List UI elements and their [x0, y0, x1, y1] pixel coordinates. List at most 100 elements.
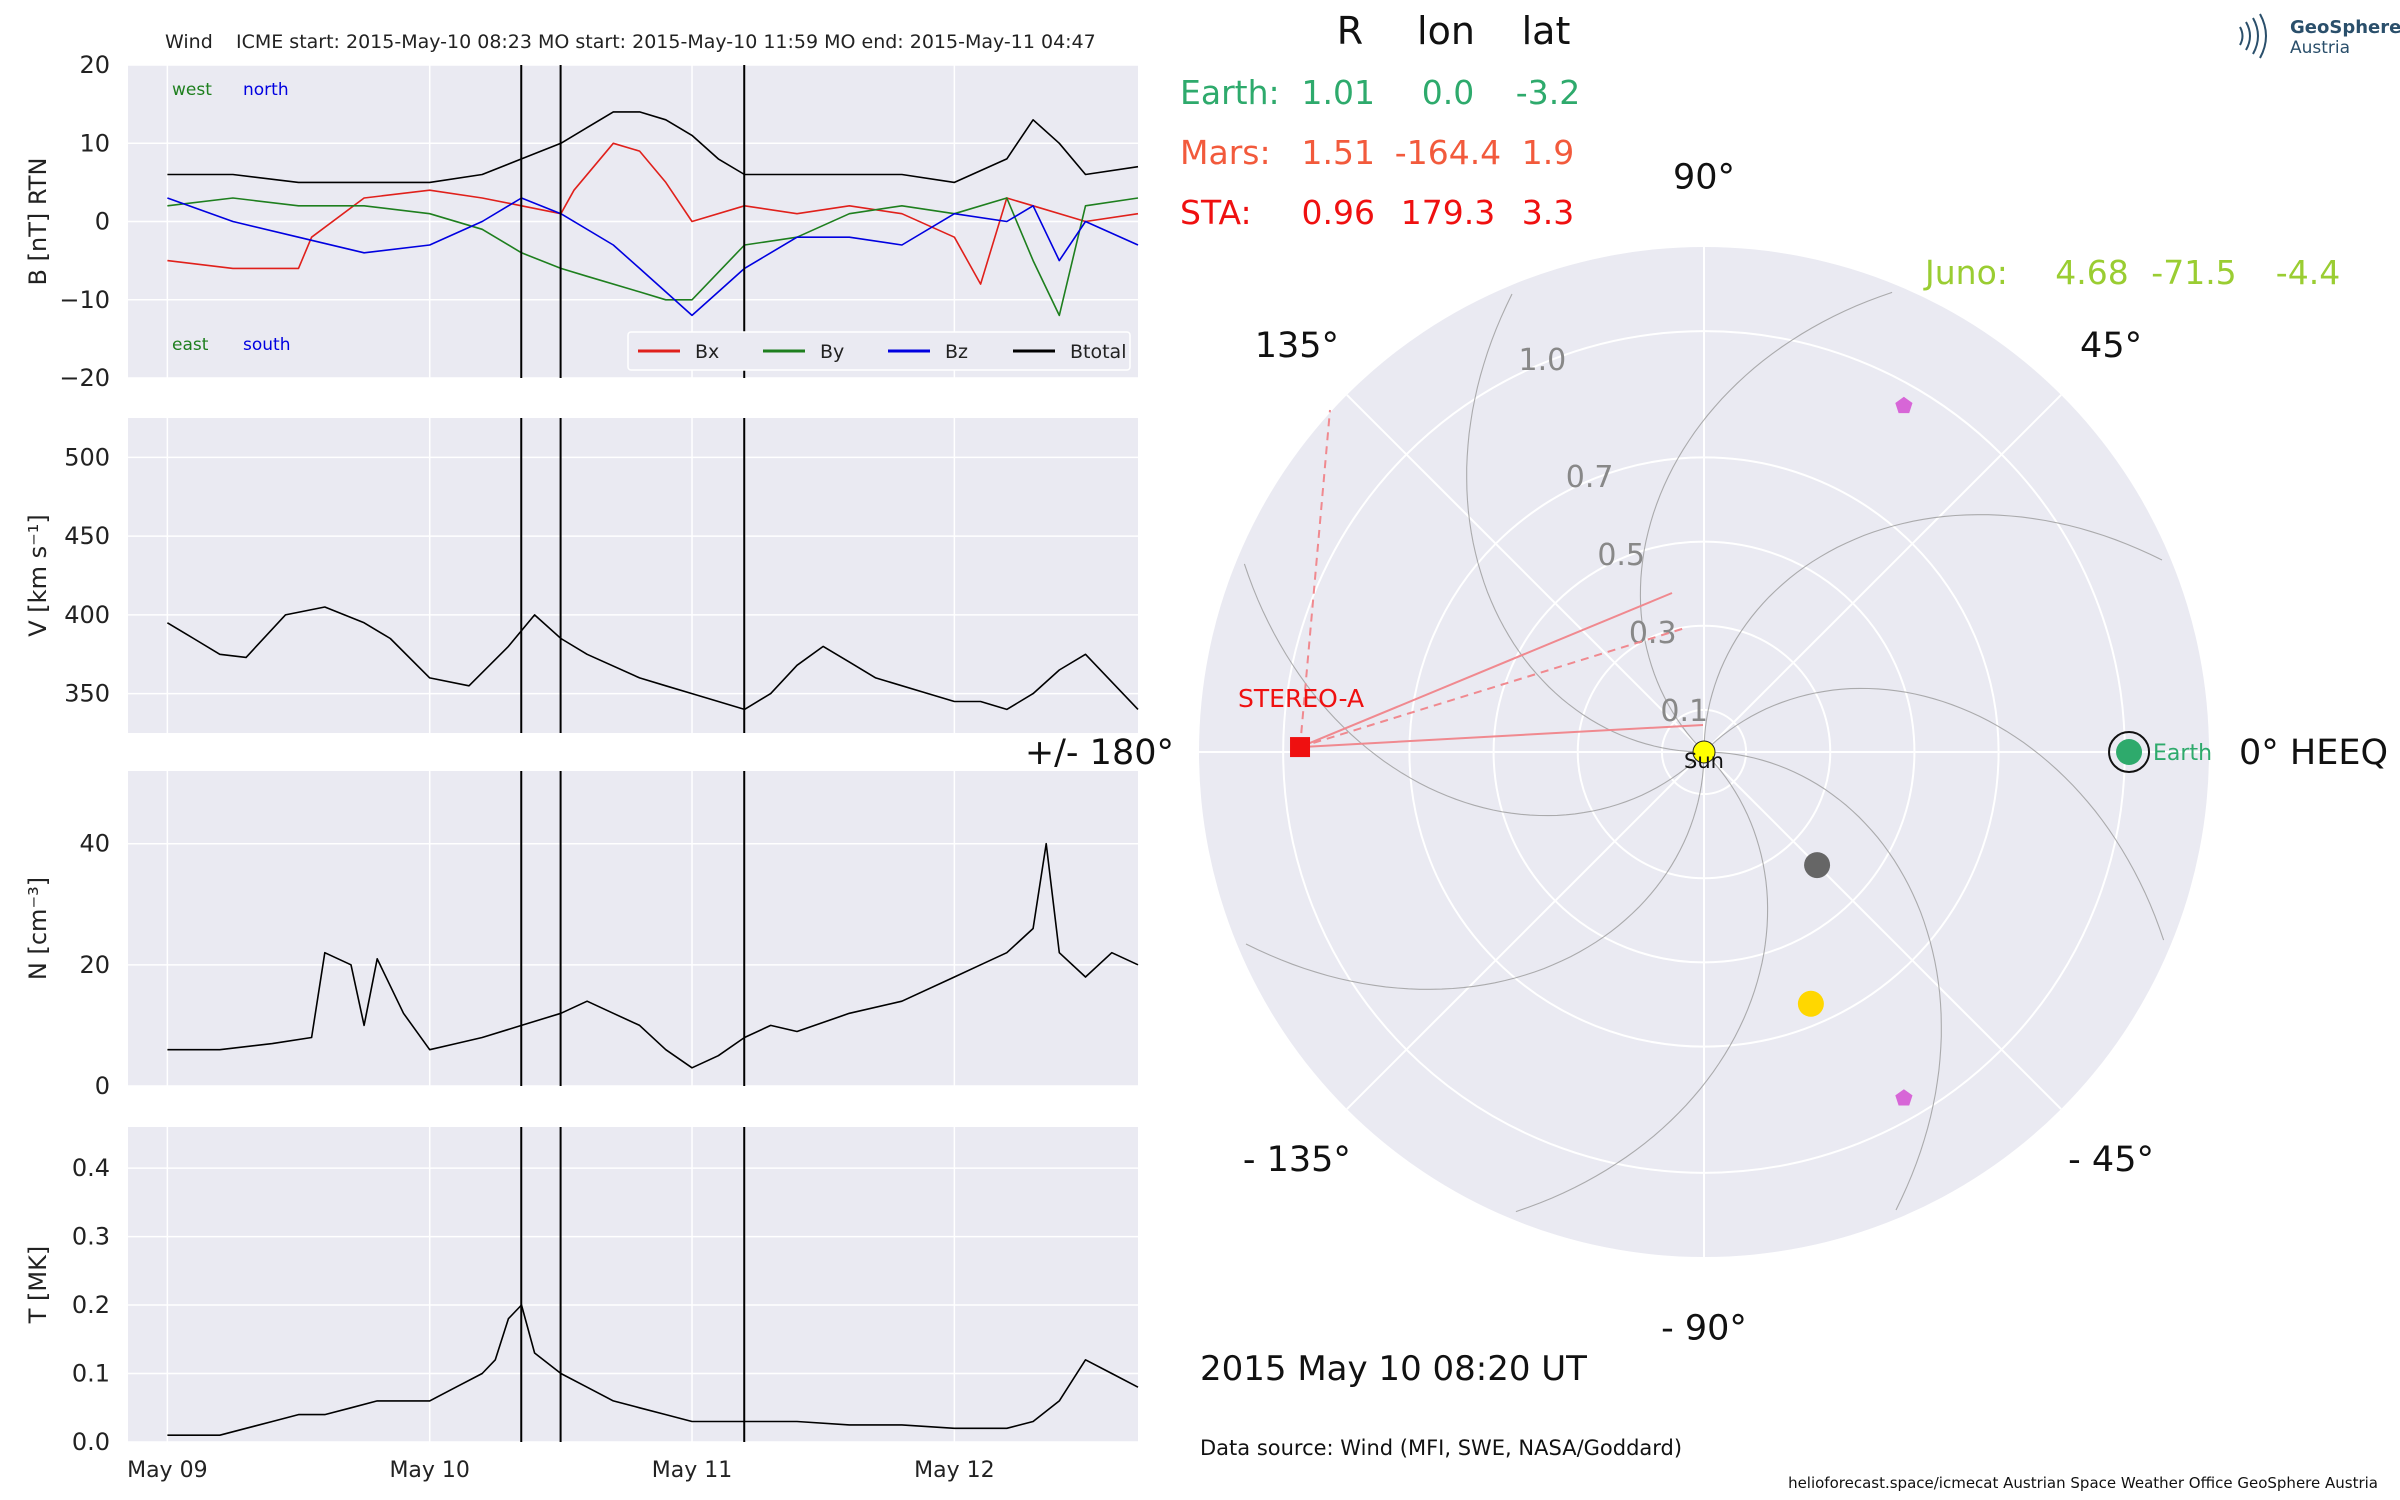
y-tick-label: 350 — [64, 680, 110, 708]
body-violet-lower — [1895, 1089, 1913, 1106]
body-yellow-spacecraft — [1797, 990, 1824, 1017]
spiral-line — [1703, 751, 1942, 1211]
table-header-r: R — [1337, 9, 1363, 53]
panel-magnetic-field: 20 10 0 −10 −20 B [nT] RTN west north east south B… — [24, 51, 1139, 392]
spiral-line — [1515, 751, 1769, 1213]
fov-line — [1299, 724, 1704, 749]
juno-r: 4.68 — [2055, 253, 2128, 292]
fov-line-dashed — [1299, 627, 1686, 749]
table-header-lon: lon — [1417, 9, 1475, 53]
juno-lat: -4.4 — [2276, 253, 2340, 292]
table-row-lat: 1.9 — [1522, 133, 1574, 172]
table-row-lon: 0.0 — [1422, 73, 1474, 112]
y-tick-label: 450 — [64, 522, 110, 550]
y-tick-label: 20 — [79, 951, 110, 979]
spiral-line — [1639, 291, 1893, 753]
angle-label: 135° — [1255, 326, 1339, 366]
table-row-lat: 3.3 — [1522, 193, 1574, 232]
angle-label: 45° — [2080, 326, 2142, 366]
panel-title-instrument: Wind — [165, 31, 213, 53]
legend-label-Bx: Bx — [695, 341, 719, 363]
y-tick-label: 0.4 — [72, 1154, 110, 1182]
series-line-By — [167, 197, 1139, 317]
angle-label: 90° — [1673, 157, 1735, 197]
panel-temperature: 0.4 0.3 0.2 0.1 0.0 T [MK] — [24, 1127, 1139, 1456]
y-tick-label: −20 — [59, 364, 110, 392]
juno-label: Juno: — [1923, 253, 2008, 292]
radial-tick-label: 1.0 — [1518, 343, 1566, 378]
table-row-label: STA: — [1180, 193, 1252, 232]
table-row-r: 1.01 — [1302, 73, 1375, 112]
spiral-line — [1703, 687, 2165, 941]
angle-label: - 90° — [1661, 1309, 1747, 1349]
y-tick-label: 40 — [79, 830, 110, 858]
x-tick-label: May 10 — [389, 1458, 469, 1483]
y-tick-label: 0.0 — [72, 1428, 110, 1456]
y-tick-label: 0.3 — [72, 1223, 110, 1251]
label-Earth: Earth — [2153, 741, 2212, 766]
date-label: 2015 May 10 08:20 UT — [1200, 1349, 1587, 1389]
angle-label: +/- 180° — [1025, 733, 1174, 773]
y-tick-label: 0.1 — [72, 1360, 110, 1388]
y-tick-label: 0.2 — [72, 1291, 110, 1319]
footer-credits: helioforecast.space/icmecat Austrian Spa… — [1788, 1474, 2378, 1492]
y-axis-label: B [nT] RTN — [24, 158, 52, 286]
polar-spoke — [1346, 394, 1705, 753]
legend: Bx By Bz Btotal — [627, 331, 1131, 371]
spiral-line — [1245, 751, 1705, 990]
series-line-V — [166, 606, 1139, 711]
legend-label-Btotal: Btotal — [1070, 341, 1126, 363]
fov-line-dashed — [1299, 409, 1331, 748]
geosphere-logo: GeoSphere Austria — [2239, 13, 2400, 59]
table-header-lat: lat — [1522, 9, 1571, 53]
polar-spoke — [1703, 394, 2062, 753]
y-tick-label: 500 — [64, 443, 110, 471]
label-STEREO-A: STEREO-A — [1238, 684, 1364, 713]
polar-spoke — [1703, 751, 2062, 1110]
legend-frame — [627, 331, 1131, 371]
body-Earth-ring — [2108, 731, 2151, 773]
body-STEREO-A — [1290, 737, 1311, 758]
x-tick-label: May 12 — [914, 1458, 994, 1483]
y-tick-label: 0 — [95, 1072, 110, 1100]
juno-lon: -71.5 — [2151, 253, 2236, 292]
polar-spoke — [1346, 751, 1705, 1110]
y-axis-label: N [cm⁻³] — [24, 877, 52, 980]
parker-spirals — [1243, 291, 2165, 1213]
y-tick-label: 10 — [79, 129, 110, 157]
annotation-south: south — [243, 335, 290, 355]
y-tick-label: 20 — [79, 51, 110, 79]
body-Sun — [1692, 740, 1716, 764]
table-row-r: 1.51 — [1302, 133, 1375, 172]
radial-tick-label: 0.1 — [1660, 694, 1708, 729]
geosphere-logo-icon — [2239, 13, 2267, 59]
spiral-line — [1466, 293, 1705, 753]
y-tick-label: 0 — [95, 208, 110, 236]
spiral-line — [1703, 514, 2163, 753]
label-Sun: Sun — [1684, 749, 1724, 773]
y-axis-label: V [km s⁻¹] — [24, 514, 52, 636]
radial-tick-label: 0.7 — [1566, 460, 1614, 495]
angle-label: - 45° — [2068, 1140, 2154, 1180]
series-line-N — [167, 842, 1139, 1069]
panel-density: 40 20 0 N [cm⁻³] — [24, 771, 1139, 1100]
logo-title: GeoSphere — [2290, 17, 2400, 38]
logo-subtitle: Austria — [2290, 38, 2350, 58]
table-row-label: Mars: — [1180, 133, 1271, 172]
series-line-Btotal — [167, 111, 1139, 184]
angle-label: 0° HEEQ — [2239, 733, 2388, 773]
annotation-west: west — [172, 80, 212, 100]
body-Earth — [2116, 739, 2143, 765]
fov-line — [1299, 592, 1673, 748]
y-tick-label: −10 — [59, 286, 110, 314]
panel-background — [128, 1127, 1138, 1442]
radial-tick-label: 0.3 — [1629, 616, 1677, 651]
series-line-Bz — [167, 197, 1139, 317]
series-line-T — [167, 1304, 1139, 1436]
table-row-lon: -164.4 — [1395, 133, 1501, 172]
legend-label-By: By — [820, 341, 844, 363]
legend-label-Bz: Bz — [945, 341, 968, 363]
radial-tick-label: 0.5 — [1597, 538, 1645, 573]
timeseries-panels: 20 10 0 −10 −20 B [nT] RTN west north east south B… — [24, 51, 1139, 1483]
